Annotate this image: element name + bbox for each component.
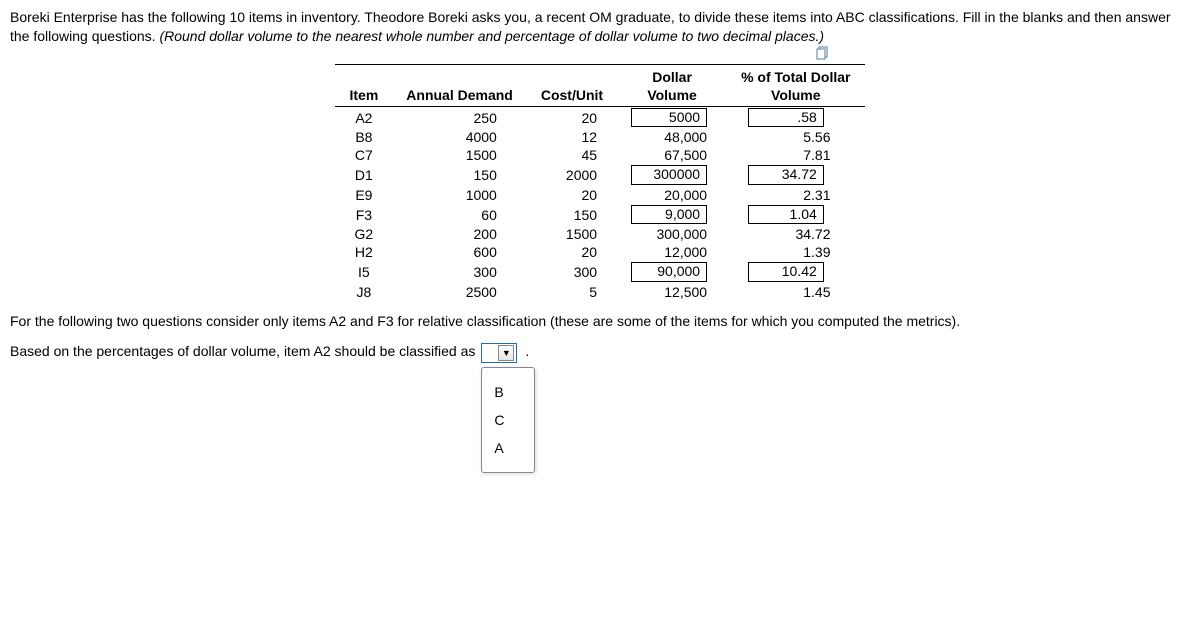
table-row: C715004567,5007.81 bbox=[335, 146, 864, 164]
cell-col-dollar: 48,000 bbox=[617, 128, 727, 146]
cell-col-demand: 2500 bbox=[392, 283, 527, 301]
classification-note: For the following two questions consider… bbox=[10, 313, 1190, 329]
cell-col-dollar: 20,000 bbox=[617, 186, 727, 204]
cell-col-item: C7 bbox=[335, 146, 392, 164]
cell-col-demand: 4000 bbox=[392, 128, 527, 146]
value-input[interactable]: 300000 bbox=[631, 165, 707, 185]
cell-col-item: H2 bbox=[335, 243, 392, 261]
value-input[interactable]: 9,000 bbox=[631, 205, 707, 225]
table-row: H26002012,0001.39 bbox=[335, 243, 864, 261]
value-input[interactable]: 34.72 bbox=[748, 165, 824, 185]
dropdown-trigger[interactable]: ▼ bbox=[481, 343, 517, 363]
answer-line: Based on the percentages of dollar volum… bbox=[10, 343, 1190, 363]
cell-col-dollar: 67,500 bbox=[617, 146, 727, 164]
cell-col-cost: 150 bbox=[527, 204, 617, 226]
col-dollar-bot: Volume bbox=[617, 86, 727, 107]
answer-prefix: Based on the percentages of dollar volum… bbox=[10, 343, 475, 359]
col-dollar-top: Dollar bbox=[617, 64, 727, 86]
cell-col-demand: 200 bbox=[392, 225, 527, 243]
question-hint: (Round dollar volume to the nearest whol… bbox=[159, 28, 824, 44]
cell-col-item: E9 bbox=[335, 186, 392, 204]
col-item: Item bbox=[335, 86, 392, 107]
table-row: J82500512,5001.45 bbox=[335, 283, 864, 301]
dropdown-option[interactable]: A bbox=[482, 434, 534, 462]
cell-col-dollar: 300,000 bbox=[617, 225, 727, 243]
cell-col-dollar: 12,500 bbox=[617, 283, 727, 301]
cell-col-cost: 20 bbox=[527, 186, 617, 204]
cell-col-demand: 60 bbox=[392, 204, 527, 226]
table-container: Dollar % of Total Dollar Item Annual Dem… bbox=[10, 64, 1190, 301]
col-pct-bot: Volume bbox=[727, 86, 864, 107]
table-row: E910002020,0002.31 bbox=[335, 186, 864, 204]
cell-col-pct: 5.56 bbox=[727, 128, 864, 146]
table-row: D11502000 300000 34.72 bbox=[335, 164, 864, 186]
value-input[interactable]: 10.42 bbox=[748, 262, 824, 282]
cell-col-cost: 5 bbox=[527, 283, 617, 301]
cell-col-cost: 20 bbox=[527, 106, 617, 128]
cell-col-dollar: 5000 bbox=[617, 106, 727, 128]
cell-col-demand: 1000 bbox=[392, 186, 527, 204]
table-row: G22001500300,00034.72 bbox=[335, 225, 864, 243]
cell-col-pct: 1.04 bbox=[727, 204, 864, 226]
cell-col-dollar: 12,000 bbox=[617, 243, 727, 261]
table-row: A225020 5000 .58 bbox=[335, 106, 864, 128]
cell-col-pct: .58 bbox=[727, 106, 864, 128]
table-row: B840001248,0005.56 bbox=[335, 128, 864, 146]
cell-col-cost: 20 bbox=[527, 243, 617, 261]
cell-col-demand: 250 bbox=[392, 106, 527, 128]
cell-col-item: B8 bbox=[335, 128, 392, 146]
cell-col-pct: 1.39 bbox=[727, 243, 864, 261]
cell-col-pct: 2.31 bbox=[727, 186, 864, 204]
value-input[interactable]: .58 bbox=[748, 108, 824, 128]
copy-icon[interactable] bbox=[816, 46, 830, 60]
cell-col-item: I5 bbox=[335, 261, 392, 283]
cell-col-cost: 1500 bbox=[527, 225, 617, 243]
classification-dropdown[interactable]: ▼ BCA bbox=[481, 343, 517, 363]
cell-col-demand: 300 bbox=[392, 261, 527, 283]
cell-col-item: D1 bbox=[335, 164, 392, 186]
cell-col-item: A2 bbox=[335, 106, 392, 128]
table-row: I530030090,00010.42 bbox=[335, 261, 864, 283]
cell-col-item: F3 bbox=[335, 204, 392, 226]
inventory-table: Dollar % of Total Dollar Item Annual Dem… bbox=[335, 64, 864, 301]
value-input[interactable]: 90,000 bbox=[631, 262, 707, 282]
cell-col-pct: 1.45 bbox=[727, 283, 864, 301]
cell-col-pct: 34.72 bbox=[727, 164, 864, 186]
cell-col-dollar: 9,000 bbox=[617, 204, 727, 226]
dropdown-option[interactable]: B bbox=[482, 378, 534, 406]
table-row: F360150 9,000 1.04 bbox=[335, 204, 864, 226]
chevron-down-icon: ▼ bbox=[498, 345, 514, 361]
cell-col-item: G2 bbox=[335, 225, 392, 243]
cell-col-item: J8 bbox=[335, 283, 392, 301]
cell-col-cost: 2000 bbox=[527, 164, 617, 186]
cell-col-dollar: 300000 bbox=[617, 164, 727, 186]
col-demand: Annual Demand bbox=[392, 86, 527, 107]
cell-col-demand: 150 bbox=[392, 164, 527, 186]
dropdown-list: BCA bbox=[481, 367, 535, 473]
col-cost: Cost/Unit bbox=[527, 86, 617, 107]
cell-col-cost: 45 bbox=[527, 146, 617, 164]
table-head: Dollar % of Total Dollar Item Annual Dem… bbox=[335, 64, 864, 106]
cell-col-pct: 34.72 bbox=[727, 225, 864, 243]
cell-col-cost: 300 bbox=[527, 261, 617, 283]
cell-col-demand: 600 bbox=[392, 243, 527, 261]
cell-col-pct: 7.81 bbox=[727, 146, 864, 164]
cell-col-dollar: 90,000 bbox=[617, 261, 727, 283]
cell-col-pct: 10.42 bbox=[727, 261, 864, 283]
value-input[interactable]: 5000 bbox=[631, 108, 707, 128]
cell-col-cost: 12 bbox=[527, 128, 617, 146]
sentence-period: . bbox=[525, 343, 529, 359]
dropdown-option[interactable]: C bbox=[482, 406, 534, 434]
cell-col-demand: 1500 bbox=[392, 146, 527, 164]
col-pct-top: % of Total Dollar bbox=[727, 64, 864, 86]
value-input[interactable]: 1.04 bbox=[748, 205, 824, 225]
table-body: A2250205000.58B840001248,0005.56C7150045… bbox=[335, 106, 864, 301]
question-text: Boreki Enterprise has the following 10 i… bbox=[10, 8, 1190, 46]
